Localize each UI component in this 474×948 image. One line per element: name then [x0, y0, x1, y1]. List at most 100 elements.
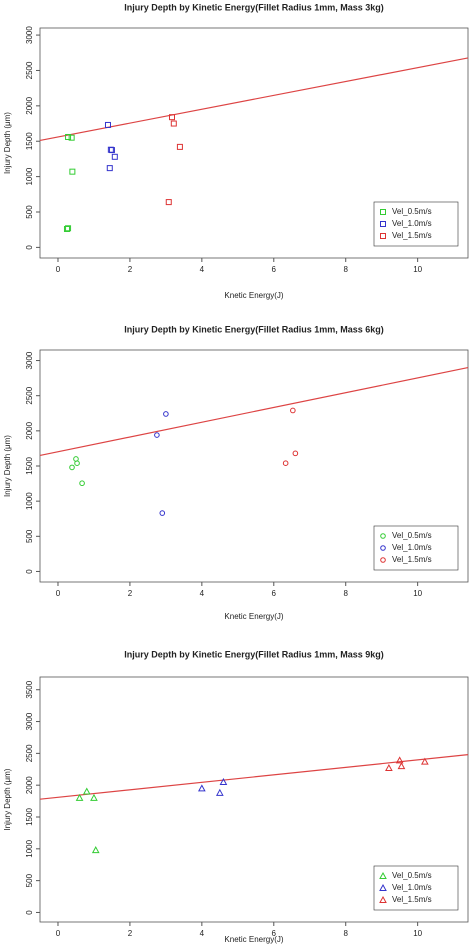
trend-line [39, 366, 469, 457]
legend-marker [380, 545, 386, 551]
y-tick-label: 1500 [25, 457, 34, 475]
point [282, 460, 289, 466]
x-tick-label: 6 [272, 589, 277, 598]
y-tick-label: 0 [25, 910, 34, 915]
point [395, 756, 404, 764]
point [165, 199, 172, 206]
legend-marker [379, 883, 387, 891]
y-tick-label: 1000 [25, 839, 34, 857]
legend-marker [380, 557, 386, 563]
x-tick-label: 4 [200, 929, 205, 938]
x-tick-label: 0 [56, 589, 61, 598]
legend-label: Vel_1.0m/s [392, 543, 432, 552]
plot-frame [39, 27, 469, 259]
legend-marker [380, 533, 386, 539]
chart-title: Injury Depth by Kinetic Energy(Fillet Ra… [124, 2, 384, 12]
x-tick-label: 10 [413, 929, 422, 938]
legend-label: Vel_1.0m/s [392, 219, 432, 228]
point [420, 757, 429, 765]
point [176, 143, 183, 150]
x-axis-label: Knetic Energy(J) [224, 612, 283, 621]
trend-line [39, 57, 469, 142]
point [397, 762, 406, 770]
point [159, 510, 166, 516]
legend-label: Vel_1.0m/s [392, 883, 432, 892]
y-tick-label: 2500 [25, 61, 34, 79]
legend-label: Vel_0.5m/s [392, 871, 432, 880]
point [292, 450, 299, 457]
legend-label: Vel_1.5m/s [392, 555, 432, 564]
point [163, 411, 169, 417]
point [385, 763, 393, 771]
y-tick-label: 1500 [25, 132, 34, 150]
y-tick-label: 0 [25, 569, 34, 574]
point [63, 225, 70, 232]
legend-marker [380, 209, 386, 215]
y-tick-label: 2500 [25, 386, 34, 404]
legend-marker [380, 233, 386, 239]
point [82, 787, 91, 795]
x-tick-label: 10 [413, 589, 422, 598]
x-tick-label: 8 [343, 265, 348, 274]
point [69, 464, 75, 471]
legend-label: Vel_0.5m/s [392, 531, 432, 540]
x-tick-label: 2 [128, 589, 133, 598]
point [91, 846, 100, 854]
y-tick-label: 3000 [25, 26, 34, 44]
point [90, 793, 98, 801]
point [79, 480, 85, 487]
y-axis-label: Injury Depth (μm) [3, 112, 12, 174]
legend-box [373, 865, 459, 911]
legend-label: Vel_1.5m/s [392, 231, 432, 240]
x-tick-label: 6 [272, 265, 277, 274]
y-tick-label: 1000 [25, 492, 34, 510]
x-tick-label: 6 [272, 929, 277, 938]
y-tick-label: 500 [25, 205, 34, 219]
y-tick-label: 500 [25, 873, 34, 887]
point [111, 153, 118, 160]
point [69, 168, 76, 175]
legend-label: Vel_0.5m/s [392, 207, 432, 216]
y-tick-label: 1000 [25, 167, 34, 185]
legend-marker [379, 871, 387, 879]
y-tick-label: 3000 [25, 351, 34, 369]
x-tick-label: 4 [200, 589, 205, 598]
legend-box [373, 525, 459, 571]
legend-box [373, 201, 459, 247]
chart-title: Injury Depth by Kinetic Energy(Fillet Ra… [124, 649, 384, 659]
point [290, 407, 296, 414]
point [74, 460, 80, 466]
x-axis-label: Knetic Energy(J) [224, 291, 283, 300]
x-tick-label: 2 [128, 929, 133, 938]
x-tick-label: 0 [56, 265, 61, 274]
point [106, 165, 113, 172]
y-tick-label: 2000 [25, 421, 34, 439]
x-tick-label: 2 [128, 265, 133, 274]
point [65, 225, 72, 232]
x-tick-label: 4 [200, 265, 205, 274]
plot-frame [39, 676, 469, 923]
y-axis-label: Injury Depth (μm) [3, 768, 12, 830]
point [215, 788, 224, 796]
y-tick-label: 3000 [25, 712, 34, 730]
y-tick-label: 2500 [25, 744, 34, 762]
y-tick-label: 2000 [25, 776, 34, 794]
x-tick-label: 0 [56, 929, 61, 938]
y-tick-label: 0 [25, 245, 34, 250]
point [68, 134, 75, 141]
y-tick-label: 1500 [25, 808, 34, 826]
x-tick-label: 10 [413, 265, 422, 274]
y-axis-label: Injury Depth (μm) [3, 435, 12, 497]
legend-marker [380, 221, 386, 227]
point [65, 133, 72, 140]
x-tick-label: 8 [343, 589, 348, 598]
y-tick-label: 500 [25, 529, 34, 543]
point [168, 114, 175, 121]
legend-marker [379, 895, 387, 903]
point [154, 432, 160, 438]
point [104, 121, 111, 128]
point [108, 147, 115, 154]
point [170, 120, 177, 127]
x-tick-label: 8 [343, 929, 348, 938]
